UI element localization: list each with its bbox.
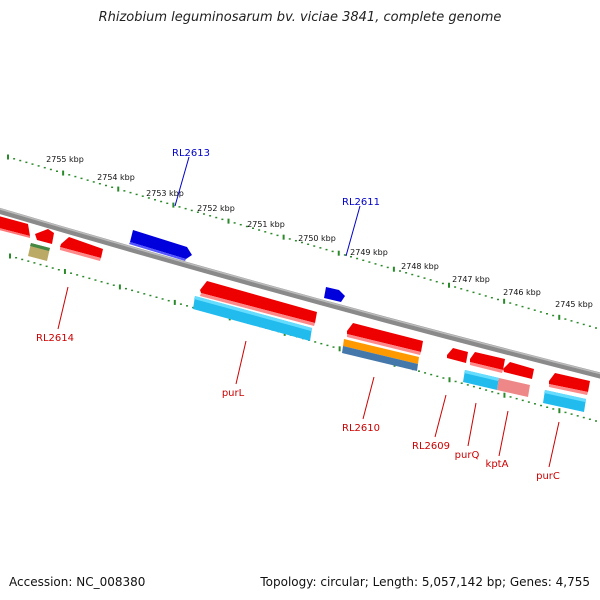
label-rl2613[interactable]: RL2613 [172,148,210,159]
tick-label-kbp: 2747 kbp [452,275,490,284]
tick-label-kbp: 2753 kbp [146,189,184,198]
tick-label-kbp: 2752 kbp [197,204,235,213]
label-purQ[interactable]: purQ [455,450,480,461]
tick-label-kbp: 2745 kbp [555,300,593,309]
label-purL[interactable]: purL [222,388,245,399]
genome-title: Rhizobium leguminosarum bv. viciae 3841,… [98,10,502,25]
leader-purQ [467,402,477,447]
gene-rl2610[interactable] [347,323,423,355]
leader-rl2610 [362,376,375,420]
cds-purC[interactable] [543,390,586,412]
leader-purC [548,421,560,468]
feature-rl2610-orange[interactable] [343,339,419,364]
tick-label-kbp: 2749 kbp [350,248,388,257]
label-purC[interactable]: purC [536,471,560,482]
tick-row-upper [7,154,597,329]
gene-purQ[interactable] [470,352,505,373]
genome-backbone [0,207,600,379]
gene-left-edge-1[interactable] [0,215,30,238]
feature-rl2610-steel[interactable] [342,346,418,371]
tick-label-kbp: 2746 kbp [503,288,541,297]
genome-backbone-highlight [0,208,600,375]
tick-labels: 2755 kbp 2754 kbp 2753 kbp 2752 kbp 2751 kbp… [46,155,593,309]
gene-olive-feature[interactable] [28,243,50,261]
label-rl2609[interactable]: RL2609 [412,441,450,452]
leader-kptA [498,410,509,457]
leader-rl2613 [174,156,190,207]
leader-rl2611 [345,205,361,257]
gene-rl2609[interactable] [447,348,468,363]
accession-text: Accession: NC_008380 [9,575,146,589]
label-rl2610[interactable]: RL2610 [342,423,380,434]
leader-rl2609 [434,394,447,438]
leader-purL [235,340,247,385]
tick-label-kbp: 2751 kbp [247,220,285,229]
gene-rl2611[interactable] [324,287,345,302]
cds-kptA[interactable] [497,378,530,397]
label-kptA[interactable]: kptA [486,459,509,470]
tick-label-kbp: 2748 kbp [401,262,439,271]
cds-purL[interactable] [193,296,312,341]
gene-left-edge-2[interactable] [35,229,54,244]
gene-purC[interactable] [549,373,590,395]
tick-label-kbp: 2755 kbp [46,155,84,164]
label-rl2614[interactable]: RL2614 [36,333,74,344]
tick-label-kbp: 2754 kbp [97,173,135,182]
gene-kptA[interactable] [503,362,534,379]
gene-rl2613[interactable] [129,230,192,261]
gene-rl2614[interactable] [60,237,103,261]
leader-rl2614 [57,286,69,330]
gene-purL[interactable] [200,281,317,326]
tick-label-kbp: 2750 kbp [298,234,336,243]
genome-summary-text: Topology: circular; Length: 5,057,142 bp… [260,575,590,589]
cds-purQ[interactable] [463,370,499,390]
label-rl2611[interactable]: RL2611 [342,197,380,208]
